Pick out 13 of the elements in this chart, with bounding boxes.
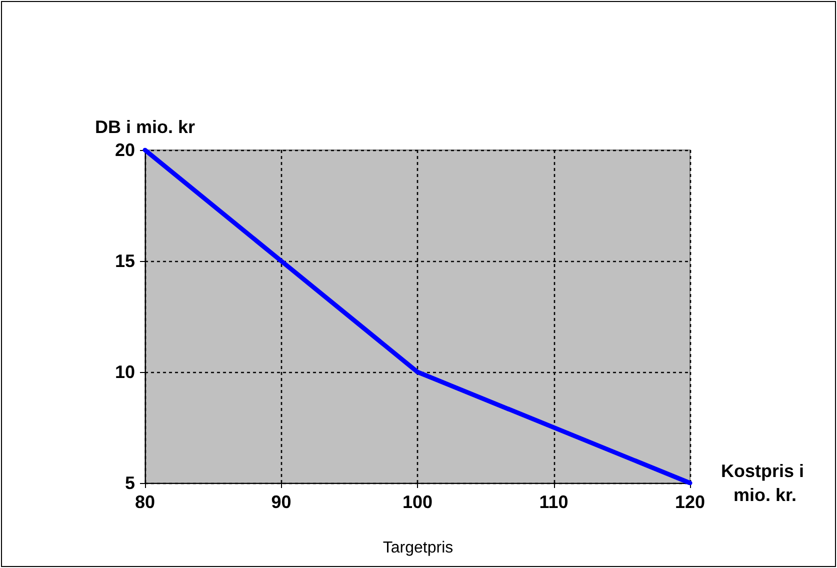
y-tick-label: 10 <box>114 362 135 382</box>
y-tick-label: 15 <box>114 251 135 271</box>
x-tick-label: 120 <box>674 492 706 512</box>
x-tick-label: 110 <box>539 492 568 512</box>
x-axis-title: Kostpris i mio. kr. <box>720 461 810 505</box>
x-tick-label: 100 <box>402 492 433 512</box>
line-series <box>142 148 692 486</box>
y-axis-title: DB i mio. kr <box>94 117 196 137</box>
x-tick-label: 80 <box>134 492 156 512</box>
x-tick-label: 90 <box>271 492 292 512</box>
y-tick-label: 20 <box>114 140 135 160</box>
y-tick-label: 5 <box>124 473 135 493</box>
text: Targetpris <box>382 540 454 556</box>
